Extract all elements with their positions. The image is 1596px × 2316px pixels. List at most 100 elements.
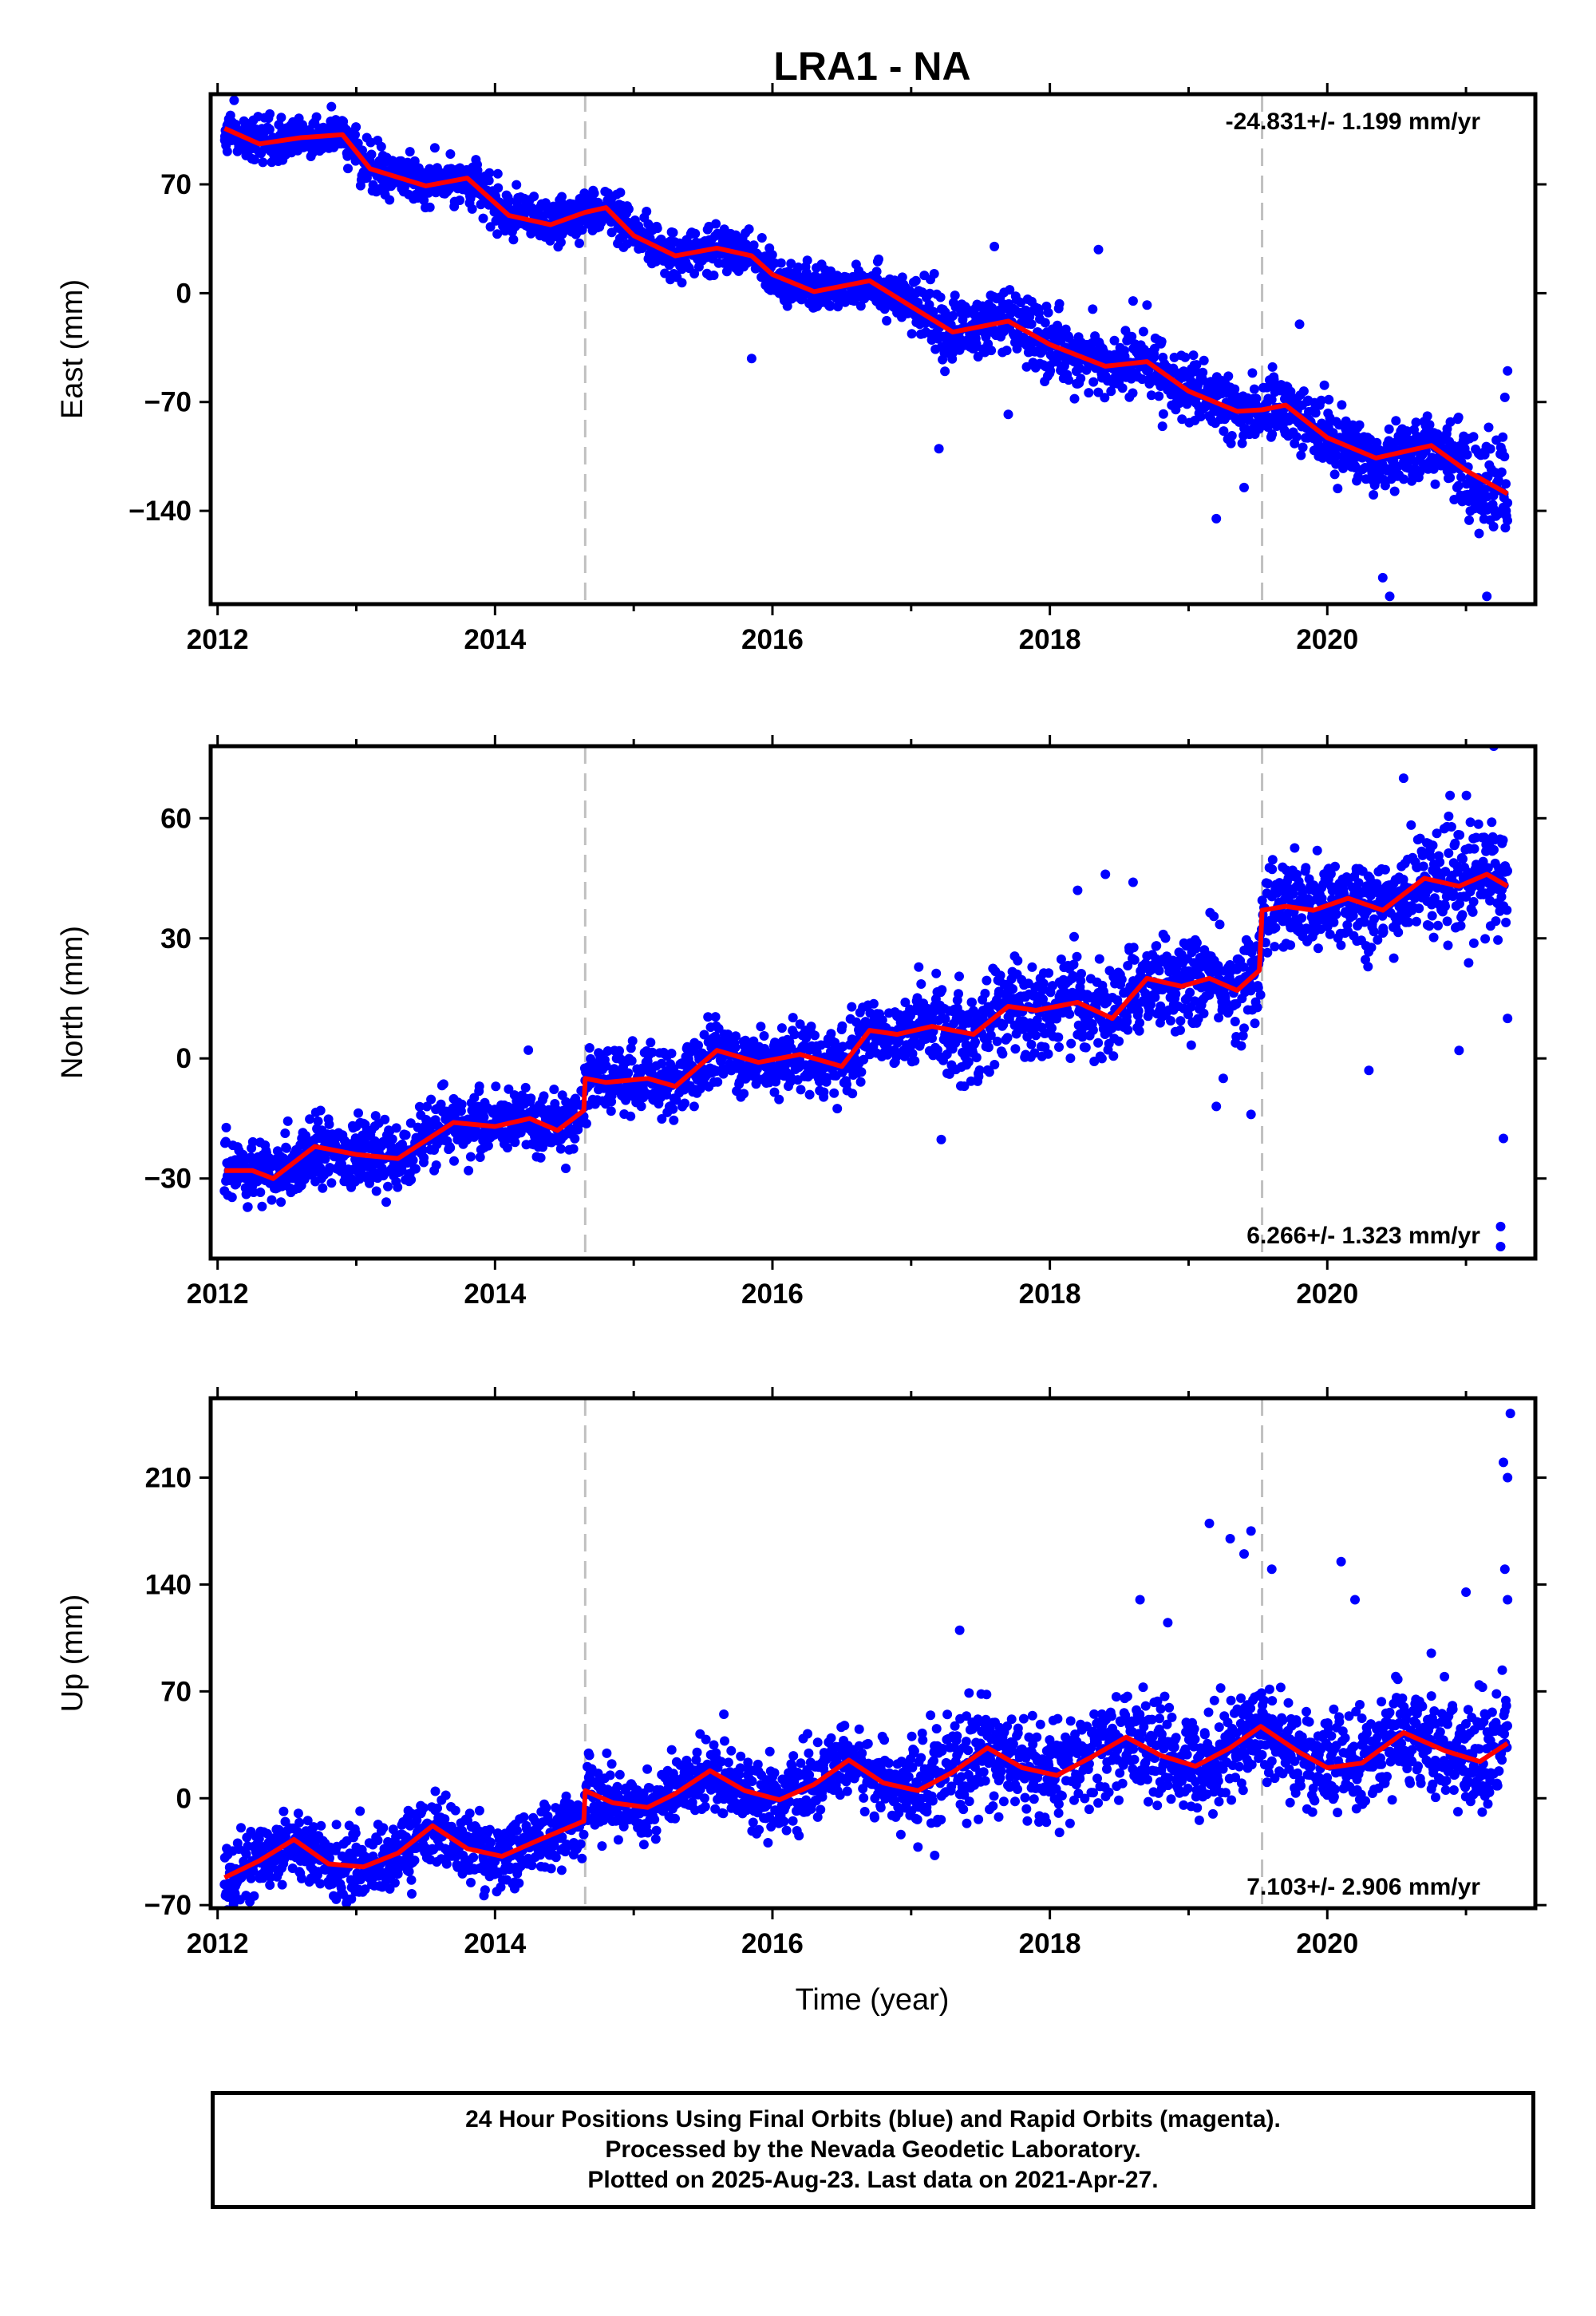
north-obs-point: [1260, 938, 1270, 948]
north-obs-point: [899, 1051, 910, 1061]
north-obs-point: [671, 1095, 681, 1105]
north-obs-point: [1029, 1048, 1040, 1058]
east-obs-point: [484, 176, 494, 186]
east-obs-point: [1498, 432, 1508, 442]
east-obs-point: [1088, 304, 1098, 314]
east-obs-point: [1230, 384, 1240, 394]
north-obs-point: [699, 1030, 709, 1040]
east-obs-point: [1332, 450, 1341, 460]
north-obs-point: [449, 1156, 459, 1166]
north-obs-point: [832, 1104, 843, 1114]
east-obs-point: [874, 254, 883, 264]
north-obs-point: [320, 1154, 330, 1164]
east-obs-point: [575, 238, 584, 248]
north-obs-point: [730, 1042, 741, 1053]
north-obs-point: [769, 1087, 780, 1097]
north-obs-point: [1076, 975, 1086, 986]
east-obs-point: [472, 165, 483, 176]
north-obs-point: [354, 1174, 365, 1184]
east-obs-point: [1001, 346, 1012, 356]
north-obs-point: [806, 1022, 816, 1032]
north-obs-point: [276, 1197, 286, 1207]
east-obs-point: [1120, 351, 1130, 362]
east-obs-point: [1474, 528, 1484, 539]
east-obs-point: [660, 268, 670, 279]
east-obs-point: [1249, 384, 1259, 394]
east-obs-point: [928, 306, 938, 317]
east-obs-point: [907, 329, 917, 339]
east-model-line: [223, 126, 1509, 496]
east-observations: [219, 95, 1513, 602]
east-obs-point: [1154, 391, 1164, 401]
east-outlier-point: [1003, 409, 1013, 420]
east-obs-point: [1464, 515, 1474, 525]
east-obs-point: [615, 188, 626, 198]
east-obs-point: [555, 237, 566, 247]
north-obs-point: [1108, 1051, 1119, 1061]
east-obs-point: [485, 222, 496, 232]
east-obs-point: [577, 225, 587, 235]
east-obs-point: [986, 346, 997, 356]
north-obs-point: [1288, 889, 1298, 899]
east-obs-point: [1084, 388, 1094, 398]
north-obs-point: [1150, 992, 1160, 1002]
east-obs-point: [1100, 393, 1110, 403]
north-obs-point: [1353, 878, 1364, 888]
east-obs-point: [1333, 484, 1343, 494]
north-obs-point: [1183, 1010, 1193, 1020]
north-obs-point: [815, 1077, 824, 1087]
north-obs-point: [1123, 961, 1133, 970]
north-obs-point: [417, 1145, 428, 1155]
east-obs-point: [1456, 472, 1467, 482]
east-obs-point: [1269, 374, 1279, 385]
north-obs-point: [739, 1089, 749, 1099]
north-obs-point: [837, 1021, 847, 1031]
north-obs-point: [1026, 1039, 1037, 1049]
north-obs-point: [1325, 929, 1335, 939]
east-y-tick-label: 70: [160, 169, 192, 200]
north-obs-point: [855, 1077, 866, 1087]
north-obs-point: [1135, 1018, 1145, 1028]
north-obs-point: [1221, 998, 1231, 1007]
east-obs-point: [1310, 408, 1321, 418]
east-outlier-point: [934, 444, 944, 454]
east-obs-point: [744, 224, 754, 235]
east-obs-point: [1138, 326, 1148, 337]
east-obs-point: [793, 262, 804, 272]
east-x-tick-label: 2012: [187, 624, 249, 655]
north-obs-point: [1175, 1016, 1186, 1026]
north-obs-point: [1175, 1025, 1185, 1035]
north-obs-point: [406, 1175, 417, 1185]
east-obs-point: [1127, 331, 1137, 342]
east-obs-point: [455, 196, 465, 205]
north-obs-point: [1267, 855, 1278, 865]
north-obs-point: [1152, 941, 1162, 951]
north-obs-point: [963, 1057, 974, 1067]
north-obs-point: [940, 1014, 950, 1024]
north-obs-point: [931, 968, 942, 978]
north-obs-point: [623, 1068, 634, 1078]
north-obs-point: [666, 1049, 677, 1058]
east-obs-point: [1453, 413, 1464, 422]
east-obs-point: [1354, 420, 1365, 430]
north-obs-point: [966, 1076, 976, 1086]
east-outlier-point: [1499, 392, 1510, 402]
north-obs-point: [1038, 978, 1049, 989]
east-obs-point: [1005, 285, 1015, 295]
east-obs-point: [264, 124, 275, 135]
north-obs-point: [220, 1136, 231, 1147]
east-obs-point: [1237, 438, 1247, 449]
east-obs-point: [343, 164, 353, 174]
north-obs-point: [1331, 909, 1341, 919]
east-obs-point: [973, 352, 983, 362]
east-rate-label: -24.831+/- 1.199 mm/yr: [1226, 109, 1481, 135]
north-obs-point: [907, 1049, 918, 1059]
east-obs-point: [1422, 411, 1432, 421]
north-obs-point: [1080, 1042, 1091, 1053]
east-obs-point: [623, 204, 634, 214]
north-obs-point: [410, 1164, 421, 1174]
east-obs-point: [478, 213, 488, 223]
north-obs-point: [393, 1182, 403, 1192]
north-obs-point: [1230, 1017, 1240, 1026]
